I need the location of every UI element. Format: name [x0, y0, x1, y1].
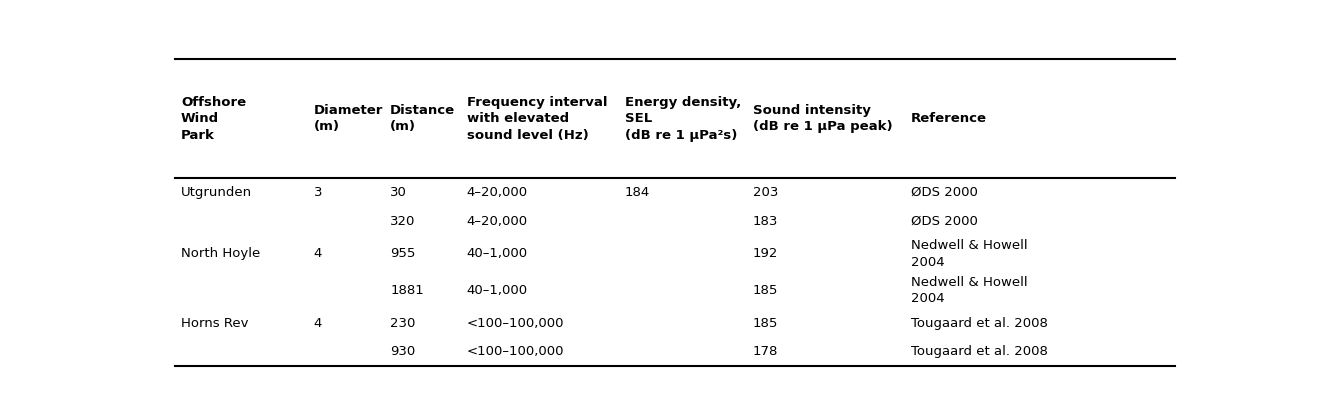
Text: 230: 230: [390, 316, 416, 330]
Text: Sound intensity
(dB re 1 μPa peak): Sound intensity (dB re 1 μPa peak): [752, 104, 892, 133]
Text: 30: 30: [390, 186, 407, 199]
Text: 4–20,000: 4–20,000: [466, 215, 528, 228]
Text: 930: 930: [390, 345, 415, 358]
Text: ØDS 2000: ØDS 2000: [911, 186, 977, 199]
Text: 178: 178: [752, 345, 778, 358]
Text: Reference: Reference: [911, 112, 986, 125]
Text: Tougaard et al. 2008: Tougaard et al. 2008: [911, 316, 1047, 330]
Text: ØDS 2000: ØDS 2000: [911, 215, 977, 228]
Text: Tougaard et al. 2008: Tougaard et al. 2008: [911, 345, 1047, 358]
Text: 40–1,000: 40–1,000: [466, 284, 528, 297]
Text: <100–100,000: <100–100,000: [466, 345, 564, 358]
Text: Nedwell & Howell
2004: Nedwell & Howell 2004: [911, 276, 1027, 305]
Text: Offshore
Wind
Park: Offshore Wind Park: [180, 96, 246, 142]
Text: Diameter
(m): Diameter (m): [313, 104, 383, 133]
Text: 192: 192: [752, 247, 778, 260]
Text: 3: 3: [313, 186, 323, 199]
Text: 4–20,000: 4–20,000: [466, 186, 528, 199]
Text: 185: 185: [752, 316, 778, 330]
Text: 203: 203: [752, 186, 778, 199]
Text: 4: 4: [313, 316, 323, 330]
Text: 185: 185: [752, 284, 778, 297]
Text: Utgrunden: Utgrunden: [180, 186, 252, 199]
Text: 320: 320: [390, 215, 416, 228]
Text: 955: 955: [390, 247, 416, 260]
Text: 40–1,000: 40–1,000: [466, 247, 528, 260]
Text: 4: 4: [313, 247, 323, 260]
Text: 183: 183: [752, 215, 778, 228]
Text: 1881: 1881: [390, 284, 424, 297]
Text: Nedwell & Howell
2004: Nedwell & Howell 2004: [911, 239, 1027, 268]
Text: Frequency interval
with elevated
sound level (Hz): Frequency interval with elevated sound l…: [466, 96, 607, 142]
Text: 184: 184: [626, 186, 651, 199]
Text: Energy density,
SEL
(dB re 1 μPa²s): Energy density, SEL (dB re 1 μPa²s): [626, 96, 741, 142]
Text: Horns Rev: Horns Rev: [180, 316, 249, 330]
Text: North Hoyle: North Hoyle: [180, 247, 261, 260]
Text: Distance
(m): Distance (m): [390, 104, 456, 133]
Text: <100–100,000: <100–100,000: [466, 316, 564, 330]
